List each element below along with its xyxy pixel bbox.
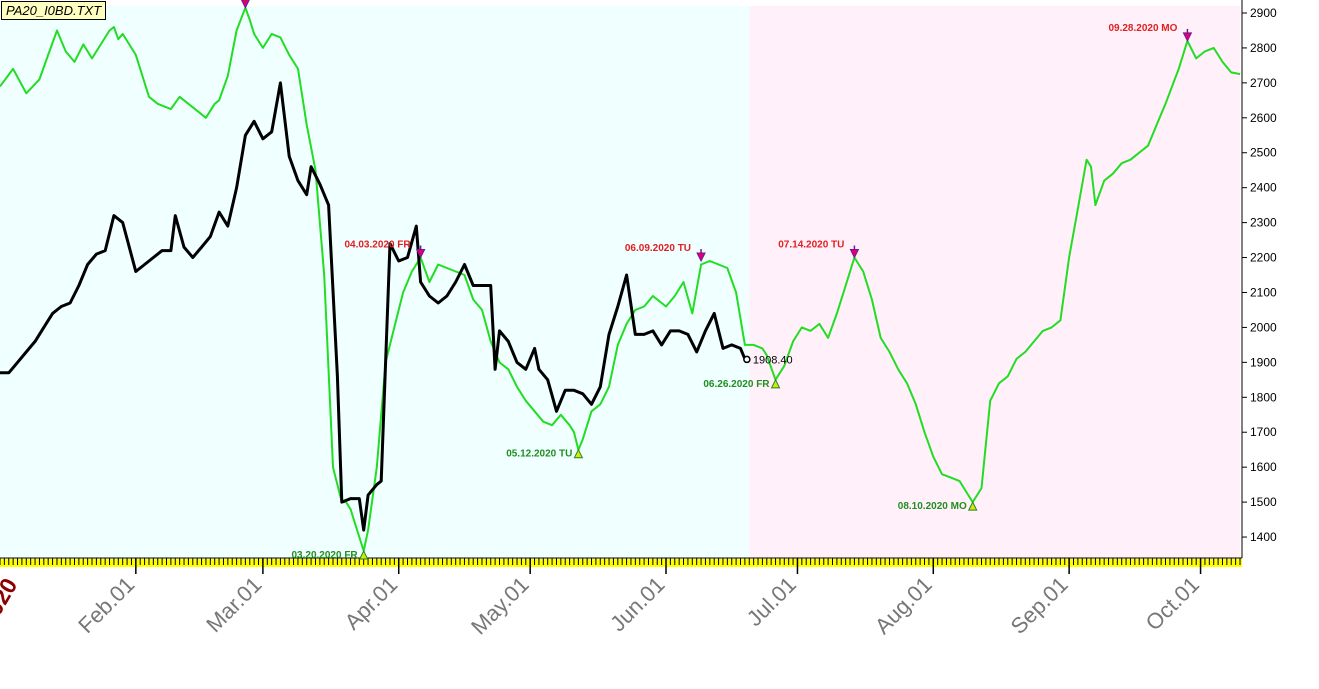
y-tick-label: 1500 (1250, 495, 1277, 509)
y-tick-label: 2800 (1250, 41, 1277, 55)
x-month-label: Feb.01 (73, 572, 139, 638)
y-tick-label: 2600 (1250, 111, 1277, 125)
high-pivot-label: 06.09.2020 TU (625, 243, 691, 254)
background-region (0, 6, 750, 558)
last-value-marker (743, 355, 751, 364)
y-tick-label: 2700 (1250, 76, 1277, 90)
y-tick-label: 1800 (1250, 390, 1277, 404)
high-pivot-arrow (696, 252, 706, 263)
x-axis-strip (0, 559, 1242, 567)
last-value-label: 1908.40 (753, 354, 793, 366)
x-month-label: Oct.01 (1141, 572, 1205, 636)
low-pivot-arrow (573, 448, 584, 459)
high-pivot-arrow (415, 249, 426, 259)
x-month-label: Mar.01 (201, 572, 266, 637)
y-tick-label: 1400 (1250, 530, 1277, 544)
low-pivot-label: 05.12.2020 TU (506, 449, 572, 460)
y-tick-label: 2900 (1250, 6, 1277, 20)
high-pivot-label: 07.14.2020 TU (778, 240, 844, 251)
low-pivot-label: 08.10.2020 MO (898, 501, 967, 512)
high-pivot-arrow (1182, 32, 1193, 43)
x-month-label: Jul.01 (742, 572, 801, 631)
y-tick-label: 1900 (1250, 355, 1277, 369)
high-pivot-label: 02.19.2020 WD (166, 0, 236, 1)
high-pivot-label: 09.28.2020 MO (1108, 23, 1177, 34)
low-pivot-arrow (358, 549, 369, 560)
x-month-label: Sep.01 (1006, 572, 1073, 639)
file-name-label: PA20_I0BD.TXT (1, 1, 107, 20)
x-month-label: Jun.01 (605, 572, 669, 636)
y-tick-label: 1700 (1250, 425, 1277, 439)
y-tick-label: 2100 (1250, 285, 1277, 299)
low-pivot-arrow (770, 378, 781, 389)
high-pivot-arrow (849, 249, 860, 259)
low-pivot-label: 06.26.2020 FR (703, 379, 770, 390)
y-tick-label: 2200 (1250, 251, 1277, 265)
high-pivot-label: 04.03.2020 FR (344, 240, 411, 251)
y-tick-label: 2300 (1250, 216, 1277, 230)
y-tick-label: 1600 (1250, 460, 1277, 474)
x-month-label: May.01 (466, 572, 534, 640)
low-pivot-arrow (967, 500, 978, 511)
y-tick-label: 2400 (1250, 181, 1277, 195)
black-series-line (0, 81, 747, 532)
x-month-label: Aug.01 (870, 572, 937, 639)
high-pivot-arrow (240, 0, 250, 9)
background-region (749, 6, 1240, 558)
y-tick-label: 2500 (1250, 146, 1277, 160)
x-month-label: Apr.01 (340, 572, 403, 635)
green-series-line (0, 6, 1241, 552)
x-year-label: 2020 (0, 574, 22, 631)
y-tick-label: 2000 (1250, 320, 1277, 334)
low-pivot-label: 03.20.2020 FR (292, 550, 359, 561)
